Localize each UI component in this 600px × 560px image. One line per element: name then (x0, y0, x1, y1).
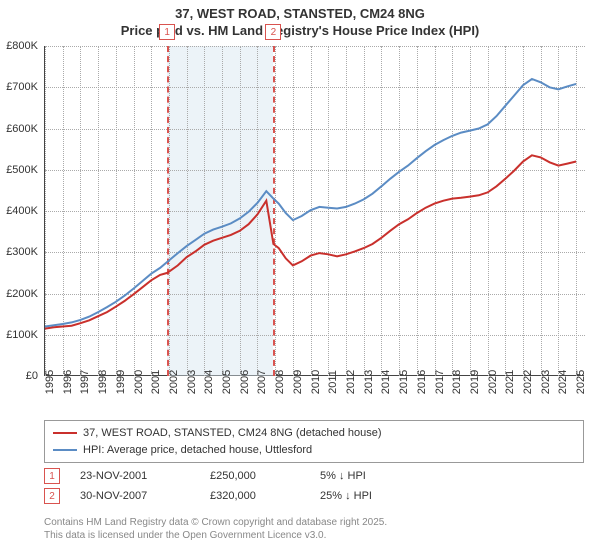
title-line1: 37, WEST ROAD, STANSTED, CM24 8NG (0, 6, 600, 23)
x-tick-label: 2018 (451, 370, 463, 394)
x-tick-label: 1996 (62, 370, 74, 394)
event-table: 1 23-NOV-2001 £250,000 5% ↓ HPI 2 30-NOV-2007… (44, 464, 584, 508)
chart-area: 12 £0£100K£200K£300K£400K£500K£600K£700K… (44, 46, 584, 376)
x-tick-label: 2019 (469, 370, 481, 394)
series-line (45, 79, 576, 327)
y-tick-label: £300K (6, 246, 38, 258)
y-tick-label: £200K (6, 288, 38, 300)
x-tick-label: 2014 (380, 370, 392, 394)
x-tick-label: 2022 (522, 370, 534, 394)
x-tick-label: 1995 (44, 370, 56, 394)
y-tick-label: £400K (6, 205, 38, 217)
event-price: £250,000 (210, 470, 300, 482)
x-tick-label: 1999 (115, 370, 127, 394)
legend-label: 37, WEST ROAD, STANSTED, CM24 8NG (detac… (83, 425, 382, 442)
event-change: 25% ↓ HPI (320, 490, 372, 502)
y-tick-label: £500K (6, 164, 38, 176)
x-tick-label: 2002 (168, 370, 180, 394)
event-date: 30-NOV-2007 (80, 490, 190, 502)
x-tick-label: 2020 (487, 370, 499, 394)
x-tick-label: 2012 (345, 370, 357, 394)
y-tick-label: £700K (6, 81, 38, 93)
x-tick-label: 2010 (310, 370, 322, 394)
legend: 37, WEST ROAD, STANSTED, CM24 8NG (detac… (44, 420, 584, 463)
chart-title: 37, WEST ROAD, STANSTED, CM24 8NG Price … (0, 0, 600, 40)
y-tick-label: £800K (6, 40, 38, 52)
marker-box: 2 (265, 24, 281, 40)
event-row: 1 23-NOV-2001 £250,000 5% ↓ HPI (44, 468, 584, 484)
footer-text: Contains HM Land Registry data © Crown c… (44, 516, 584, 542)
x-tick-label: 2007 (256, 370, 268, 394)
event-date: 23-NOV-2001 (80, 470, 190, 482)
x-tick-label: 2008 (274, 370, 286, 394)
x-tick-label: 2017 (434, 370, 446, 394)
x-tick-label: 2000 (133, 370, 145, 394)
event-change: 5% ↓ HPI (320, 470, 366, 482)
legend-label: HPI: Average price, detached house, Uttl… (83, 442, 312, 459)
event-marker-num: 1 (44, 468, 60, 484)
x-tick-label: 2023 (540, 370, 552, 394)
legend-item: 37, WEST ROAD, STANSTED, CM24 8NG (detac… (53, 425, 575, 442)
x-tick-label: 2021 (504, 370, 516, 394)
footer-line2: This data is licensed under the Open Gov… (44, 529, 584, 542)
x-tick-label: 2004 (203, 370, 215, 394)
x-tick-label: 2006 (239, 370, 251, 394)
line-series (45, 46, 585, 376)
legend-item: HPI: Average price, detached house, Uttl… (53, 442, 575, 459)
event-row: 2 30-NOV-2007 £320,000 25% ↓ HPI (44, 488, 584, 504)
event-price: £320,000 (210, 490, 300, 502)
x-tick-label: 2016 (416, 370, 428, 394)
x-tick-label: 2001 (150, 370, 162, 394)
x-tick-label: 1997 (79, 370, 91, 394)
legend-swatch (53, 449, 77, 451)
x-tick-label: 2025 (575, 370, 587, 394)
x-tick-label: 1998 (97, 370, 109, 394)
event-marker-num: 2 (44, 488, 60, 504)
footer-line1: Contains HM Land Registry data © Crown c… (44, 516, 584, 529)
y-tick-label: £600K (6, 123, 38, 135)
y-tick-label: £100K (6, 329, 38, 341)
plot-area: 12 (44, 46, 584, 376)
x-tick-label: 2013 (363, 370, 375, 394)
x-tick-label: 2009 (292, 370, 304, 394)
y-tick-label: £0 (26, 370, 38, 382)
x-tick-label: 2003 (186, 370, 198, 394)
series-line (45, 155, 576, 328)
x-tick-label: 2005 (221, 370, 233, 394)
x-tick-label: 2015 (398, 370, 410, 394)
title-line2: Price paid vs. HM Land Registry's House … (0, 23, 600, 40)
legend-swatch (53, 432, 77, 434)
x-tick-label: 2011 (327, 370, 339, 394)
marker-box: 1 (159, 24, 175, 40)
x-tick-label: 2024 (557, 370, 569, 394)
